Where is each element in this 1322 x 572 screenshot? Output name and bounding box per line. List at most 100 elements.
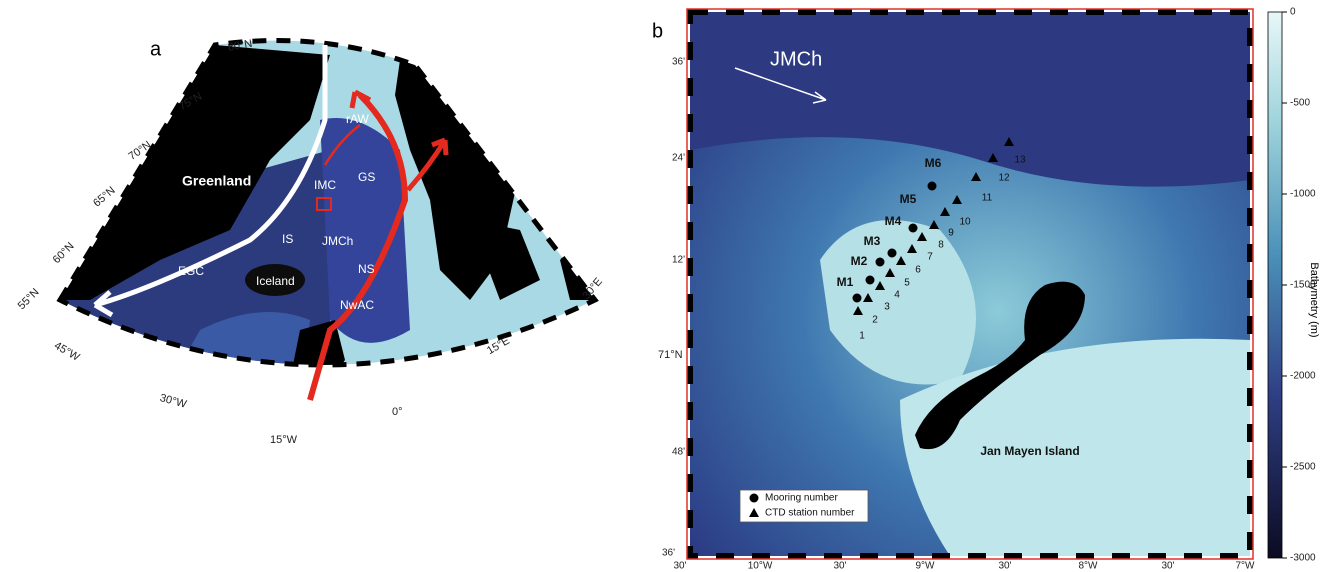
lon-label: 30' [998, 561, 1011, 572]
ctd-station [952, 195, 962, 204]
lon-label: 30' [673, 561, 686, 572]
place-label: NS [358, 262, 375, 276]
place-label: NwAC [340, 298, 374, 312]
current-arrow [734, 67, 827, 104]
station-label: 13 [1014, 155, 1026, 166]
current-arrow [94, 45, 328, 308]
lon-label: 45°W [52, 340, 82, 364]
lat-label: 60°N [51, 240, 77, 266]
ctd-station [907, 244, 917, 253]
legend-label: CTD station number [765, 508, 855, 519]
place-label: Iceland [256, 274, 295, 288]
place-label: rAW [346, 112, 370, 126]
place-label: Jan Mayen Island [980, 444, 1079, 458]
station-label: 4 [894, 290, 900, 301]
legend-symbol [749, 508, 759, 517]
legend-label: Mooring number [765, 493, 838, 504]
legend [739, 489, 869, 523]
frame-b [686, 8, 1254, 560]
lon-label: 30°W [158, 392, 188, 411]
lat-label: 71°N [658, 349, 683, 361]
station-label: 9 [948, 228, 954, 239]
colorbar [1267, 11, 1283, 559]
colorbar-ticks: 0 -500 -1000 -1500 -2000 -2500 -3000 [1282, 7, 1316, 564]
lon-label: 30' [833, 561, 846, 572]
current-arrow [323, 124, 361, 166]
station-label: 12 [998, 173, 1010, 184]
colorbar-tick-label: -3000 [1290, 553, 1316, 564]
panel-label: b [652, 20, 663, 42]
lon-label: 8°W [1079, 561, 1099, 572]
mooring [865, 275, 875, 285]
place-label: North Atlantic [138, 348, 210, 386]
panel-label: a [150, 38, 162, 60]
map-a [60, 40, 595, 365]
lon-labels: 30' 10°W 30' 9°W 30' 8°W 30' 7°W [673, 561, 1255, 572]
mooring [908, 223, 918, 233]
colorbar-tick-label: -500 [1290, 98, 1310, 109]
current-arrow [406, 138, 448, 192]
island [915, 281, 1085, 450]
ctd-station [885, 268, 895, 277]
study-area-box [316, 197, 332, 211]
shallow-area [820, 220, 976, 385]
current-arrow [93, 290, 114, 318]
place-label: IS [282, 232, 293, 246]
place-label: GS [358, 170, 375, 184]
lat-label: 36' [662, 548, 675, 559]
frame-b [687, 9, 1253, 559]
station-label: 2 [872, 315, 878, 326]
lon-label: 0° [392, 406, 403, 418]
lon-label: 30' [1161, 561, 1174, 572]
ctd-station [896, 256, 906, 265]
mooring [875, 257, 885, 267]
lat-label: 36' [672, 57, 685, 68]
mooring-label: M2 [851, 254, 868, 268]
lon-label: 7°W [1236, 561, 1256, 572]
lat-label: 80°N [227, 38, 253, 54]
mooring-label: M4 [885, 214, 902, 228]
ctd-station [940, 207, 950, 216]
station-label: 5 [904, 278, 910, 289]
place-label: Greenland [182, 173, 251, 189]
frame-a [56, 38, 599, 368]
station-label: 11 [982, 193, 993, 204]
lat-label: 55°N [16, 286, 42, 312]
ctd-station [875, 281, 885, 290]
mooring-label: M3 [864, 234, 881, 248]
colorbar-tick-label: 0 [1290, 7, 1296, 18]
colorbar-tick-label: -1000 [1290, 189, 1316, 200]
station-label: 7 [927, 252, 933, 263]
mooring [852, 293, 862, 303]
lon-label: 10°W [748, 561, 773, 572]
station-label: 6 [915, 265, 921, 276]
colorbar-tick-label: -1500 [1290, 280, 1316, 291]
ctd-station [1004, 137, 1014, 146]
current-arrow [307, 92, 409, 401]
ctd-station [853, 306, 863, 315]
lon-label: 15°W [270, 434, 298, 446]
lat-label: 24' [672, 153, 685, 164]
mooring-label: M5 [900, 192, 917, 206]
place-label: IMC [314, 178, 336, 192]
place-label: JMCh [770, 48, 822, 70]
ctd-station [863, 293, 873, 302]
place-label: JMCh [322, 234, 353, 248]
place-label: EGC [178, 264, 204, 278]
colorbar-tick-label: -2000 [1290, 371, 1316, 382]
ctd-station [988, 153, 998, 162]
deep-basin [690, 12, 1250, 187]
station-label: 10 [959, 217, 971, 228]
mooring [927, 181, 937, 191]
mooring-label: M6 [925, 156, 942, 170]
mooring-label: M1 [837, 275, 854, 289]
ctd-station [917, 232, 927, 241]
colorbar-label: Bathymetry (m) [1308, 262, 1320, 337]
lon-label: 30°E [580, 276, 605, 302]
station-label: 3 [884, 302, 890, 313]
mooring [887, 248, 897, 258]
ctd-station [929, 220, 939, 229]
lat-label: 48' [672, 447, 685, 458]
colorbar-tick-label: -2500 [1290, 462, 1316, 473]
